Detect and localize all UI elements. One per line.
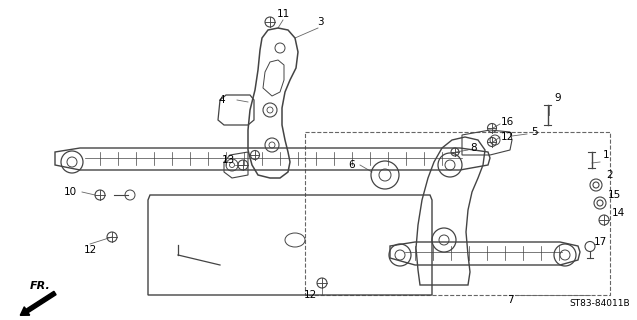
Text: FR.: FR.	[30, 281, 50, 291]
FancyArrow shape	[20, 291, 56, 315]
Text: 12: 12	[501, 132, 513, 142]
Text: 10: 10	[64, 187, 76, 197]
Text: 8: 8	[471, 143, 477, 153]
Text: 15: 15	[607, 190, 620, 200]
Text: 12: 12	[83, 245, 97, 255]
Text: 7: 7	[506, 295, 513, 305]
Text: 9: 9	[555, 93, 561, 103]
Text: 1: 1	[603, 150, 610, 160]
Text: 12: 12	[303, 290, 317, 300]
Text: 5: 5	[532, 127, 538, 137]
Text: 13: 13	[222, 155, 234, 165]
Text: 2: 2	[606, 170, 613, 180]
Text: 11: 11	[276, 9, 290, 19]
Text: 4: 4	[218, 95, 225, 105]
Text: 16: 16	[501, 117, 513, 127]
Text: 14: 14	[612, 208, 625, 218]
Text: 17: 17	[594, 237, 606, 247]
Text: 3: 3	[317, 17, 324, 27]
Text: ST83-84011B: ST83-84011B	[569, 299, 630, 308]
Text: 6: 6	[348, 160, 355, 170]
